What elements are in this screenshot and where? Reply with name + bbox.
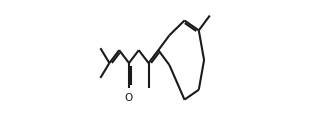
Text: O: O <box>125 93 133 103</box>
